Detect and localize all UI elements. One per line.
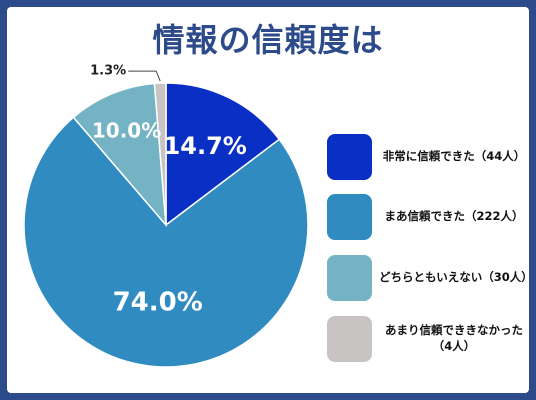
legend-label: どちらともいえない（30人） [379, 270, 529, 285]
legend-item-neutral: どちらともいえない（30人） [327, 255, 529, 301]
slice-label-very-reliable: 14.7% [164, 132, 247, 160]
legend-item-somewhat-reliable: まあ信頼できた（222人） [327, 194, 527, 240]
pie-slice-not-reliable [153, 82, 167, 226]
pie-slice-neutral [72, 82, 167, 228]
slice-label-somewhat-reliable: 74.0% [113, 288, 203, 318]
legend-swatch [327, 134, 372, 180]
legend-label: あまり信頼でききなかった（4人） [385, 323, 523, 353]
slice-label-not-reliable: 1.3% [90, 64, 126, 79]
slice-label-neutral: 10.0% [92, 119, 161, 143]
legend-label: 非常に信頼できた（44人） [382, 149, 526, 164]
legend-item-not-reliable: あまり信頼でききなかった（4人） [327, 316, 527, 362]
legend-item-very-reliable: 非常に信頼できた（44人） [327, 134, 527, 180]
legend-swatch [327, 316, 372, 362]
legend-label: まあ信頼できた（222人） [384, 209, 524, 224]
legend-swatch [327, 255, 372, 301]
leader-line [128, 70, 161, 82]
chart-title: 情報の信頼度は [152, 21, 384, 59]
pie-slice-somewhat-reliable [23, 116, 309, 368]
pie-slice-very-reliable [165, 82, 281, 227]
pie-chart: 14.7% 74.0% 10.0% 1.3% [23, 64, 309, 368]
chart-card: 情報の信頼度は 14.7% 74.0% 10.0% 1.3% 非常に信頼できた（44人… [7, 7, 529, 393]
legend-swatch [327, 194, 372, 240]
